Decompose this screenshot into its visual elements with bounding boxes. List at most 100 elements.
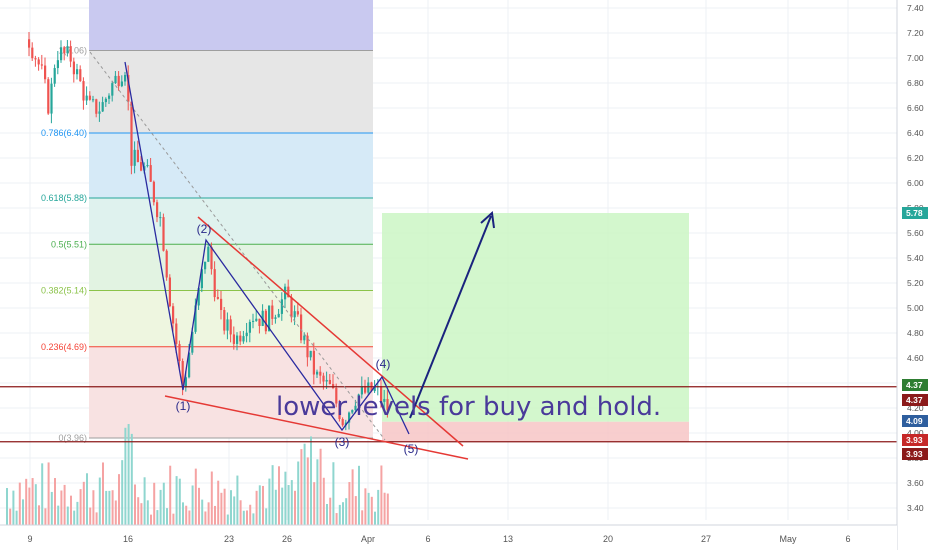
candle-body — [248, 321, 251, 333]
price-tick-label: 5.60 — [907, 228, 924, 238]
volume-bar — [86, 473, 88, 525]
candle-body — [239, 335, 242, 342]
candle-body — [335, 387, 338, 404]
candle-body — [255, 318, 258, 321]
candle-body — [178, 344, 181, 362]
volume-bar — [290, 480, 293, 525]
volume-bar — [22, 499, 24, 525]
volume-bar — [316, 459, 319, 525]
candle-body — [316, 371, 319, 375]
profit-zone — [382, 213, 689, 422]
candle-body — [268, 305, 271, 332]
candle-body — [66, 46, 69, 54]
volume-bar — [335, 513, 338, 525]
volume-bar — [287, 485, 290, 525]
time-axis[interactable]: 9 16 23 26 Apr 6 13 20 27 May 6 — [0, 524, 897, 550]
volume-bar — [278, 466, 280, 525]
fib-label: 0.618(5.88) — [41, 193, 87, 203]
candle-body — [280, 299, 283, 314]
volume-bar — [329, 497, 332, 525]
price-tick-label: 3.40 — [907, 503, 924, 513]
volume-bar — [374, 511, 376, 525]
price-tick-label: 7.40 — [907, 3, 924, 13]
fib-band — [89, 198, 373, 245]
volume-bar — [6, 488, 8, 525]
volume-bars — [6, 424, 389, 525]
fib-label: 0(3.96) — [58, 433, 87, 443]
volume-bar — [262, 485, 264, 525]
volume-bar — [380, 465, 383, 525]
price-badge — [902, 394, 928, 406]
time-tick-label: 9 — [27, 534, 32, 544]
volume-bar — [252, 513, 255, 525]
volume-bar — [217, 480, 220, 525]
candle-body — [79, 69, 82, 82]
candle-body — [82, 81, 85, 101]
volume-bar — [223, 488, 226, 525]
candle-body — [296, 311, 299, 315]
volume-bar — [351, 469, 354, 525]
candle-body — [98, 111, 101, 114]
volume-bar — [354, 496, 357, 525]
price-tick-label: 6.60 — [907, 103, 924, 113]
volume-bar — [114, 500, 117, 525]
price-tick-label: 4.80 — [907, 328, 924, 338]
fib-band — [89, 0, 373, 51]
candle-body — [383, 398, 386, 402]
candle-body — [133, 149, 136, 166]
volume-bar — [54, 478, 56, 525]
candle-body — [236, 335, 239, 344]
candle-body — [367, 382, 370, 393]
volume-bar — [319, 448, 322, 525]
price-tick-label: 5.20 — [907, 278, 924, 288]
volume-bar — [18, 482, 21, 525]
candle-body — [165, 250, 168, 278]
candle-body — [34, 58, 37, 60]
volume-bar — [60, 490, 63, 525]
candle-body — [40, 64, 43, 66]
drawings[interactable] — [0, 51, 897, 460]
price-tick-label: 4.20 — [907, 403, 924, 413]
fib-label: 0.236(4.69) — [41, 342, 87, 352]
volume-bar — [348, 482, 351, 525]
volume-bar — [118, 474, 120, 525]
volume-bar — [377, 489, 380, 525]
volume-bar — [249, 504, 252, 525]
candle-body — [274, 317, 277, 319]
candle-body — [85, 95, 88, 101]
volume-bar — [92, 490, 95, 525]
candle-body — [290, 297, 293, 318]
fibonacci-retracement[interactable]: 1(7.06) 0.786(6.40) 0.618(5.88) 0.5(5.51) 0.… — [41, 0, 373, 443]
volume-bar — [172, 513, 175, 525]
annotation-text[interactable]: lower levels for buy and hold. — [276, 392, 661, 422]
volume-bar — [284, 471, 287, 525]
volume-bar — [207, 502, 210, 525]
candle-body — [207, 246, 210, 262]
fib-label: 0.5(5.51) — [51, 239, 87, 249]
candle-body — [95, 99, 98, 114]
candle-body — [50, 83, 53, 114]
candle-body — [124, 74, 127, 82]
volume-bar — [31, 478, 34, 525]
candle-body — [120, 81, 123, 87]
fib-band — [89, 133, 373, 198]
volume-bar — [156, 510, 159, 525]
price-axis[interactable]: 7.407.207.006.806.606.406.206.005.805.60… — [896, 0, 932, 550]
volume-bar — [258, 485, 261, 525]
price-badge — [902, 434, 928, 446]
fib-label: 0.786(6.40) — [41, 128, 87, 138]
volume-bar — [332, 462, 335, 525]
volume-bar — [66, 506, 69, 525]
volume-bar — [150, 514, 152, 525]
volume-bar — [300, 449, 303, 525]
time-tick-label: 6 — [425, 534, 430, 544]
volume-bar — [204, 511, 207, 525]
candle-body — [152, 181, 155, 203]
candle-body — [194, 305, 197, 332]
volume-bar — [214, 505, 216, 525]
time-tick-label: 27 — [701, 534, 711, 544]
candle-body — [360, 386, 363, 395]
volume-bar — [108, 490, 111, 525]
volume-bar — [15, 510, 18, 525]
